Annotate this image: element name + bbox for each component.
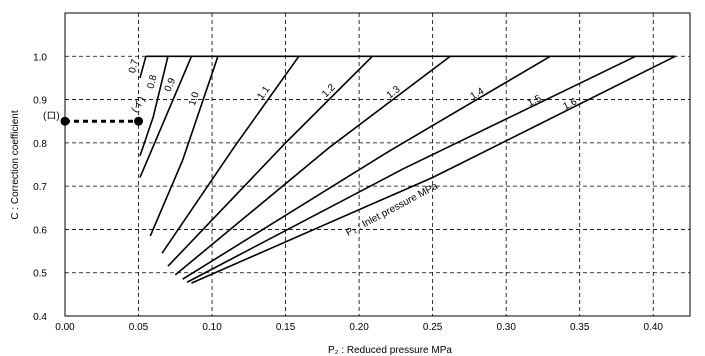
- annotation-label: (イ): [130, 95, 148, 115]
- series-lines: [139, 55, 676, 284]
- x-tick-label: 0.25: [423, 322, 443, 333]
- y-tick-label: 0.6: [33, 225, 47, 236]
- annotations: (イ) (ロ): [43, 95, 147, 126]
- series-line-p1-1-6: [191, 55, 676, 284]
- curve-label-p1-1-0: 1.0: [187, 90, 202, 107]
- y-axis-title: C : Correction coefficient: [10, 110, 21, 220]
- curve-label-p1-0-9: 0.9: [163, 76, 179, 93]
- x-tick-label: 0.30: [496, 322, 516, 333]
- series-line-p1-1-5: [186, 55, 636, 283]
- curve-label-p1-1-4: 1.4: [469, 86, 487, 103]
- x-axis-title: P₂ : Reduced pressure MPa: [328, 345, 452, 356]
- curve-label-p1-1-5: 1.5: [526, 93, 544, 109]
- series-line-p1-1-4: [182, 55, 551, 280]
- y-tick-label: 0.9: [33, 96, 47, 107]
- series-line-p1-0-8: [139, 56, 169, 157]
- y-axis-ticks: 0.4 0.5 0.6 0.7 0.8 0.9 1.0: [33, 52, 47, 323]
- x-tick-label: 0.05: [129, 322, 149, 333]
- curve-labels: 0.70.8 0.91.0 1.1 1.2 1.3 1.4 1.5 1.6: [127, 58, 579, 113]
- y-tick-label: 0.4: [33, 312, 47, 323]
- y-tick-label: 0.7: [33, 182, 47, 193]
- curve-label-p1-0-8: 0.8: [146, 73, 160, 90]
- curve-label-p1-1-2: 1.2: [320, 82, 338, 100]
- x-tick-label: 0.20: [349, 322, 369, 333]
- series-line-p1-1-1: [161, 55, 300, 254]
- x-axis-ticks: 0.00 0.05 0.10 0.15 0.20 0.25 0.30 0.35 0.40: [55, 322, 663, 333]
- plot-frame: [64, 12, 691, 317]
- series-line-p1-0-9: [139, 55, 193, 178]
- x-tick-label: 0.40: [644, 322, 664, 333]
- curve-label-p1-1-6: 1.6: [561, 96, 579, 112]
- series-line-p1-1-2: [167, 55, 373, 267]
- grid: [65, 13, 690, 316]
- x-tick-label: 0.15: [276, 322, 296, 333]
- y-tick-label: 1.0: [33, 52, 47, 63]
- annotation-label: (ロ): [43, 111, 60, 122]
- y-tick-label: 0.5: [33, 269, 47, 280]
- series-line-p1-1-3: [174, 55, 451, 276]
- x-tick-label: 0.00: [55, 322, 75, 333]
- curve-label-p1-0-7: 0.7: [127, 58, 141, 75]
- annotation-point: [60, 116, 70, 126]
- x-tick-label: 0.10: [202, 322, 222, 333]
- annotation-point: [134, 116, 144, 126]
- y-tick-label: 0.8: [33, 139, 47, 150]
- curve-label-p1-1-3: 1.3: [385, 84, 403, 101]
- series-line-p1-0-7: [139, 56, 147, 79]
- series-line-p1-1-0: [149, 56, 219, 237]
- x-tick-label: 0.35: [570, 322, 590, 333]
